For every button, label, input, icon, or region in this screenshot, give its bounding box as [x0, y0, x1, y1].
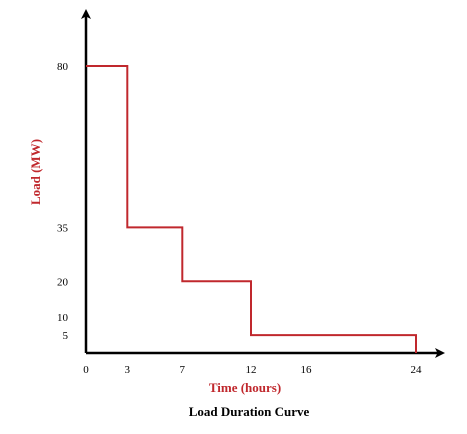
x-tick-label: 7: [180, 364, 186, 376]
x-tick-label: 3: [125, 364, 131, 376]
load-step-line: [86, 65, 417, 353]
y-tick-label: 10: [57, 312, 69, 324]
y-axis-title: Load (MW): [28, 139, 43, 205]
y-tick-label: 80: [57, 61, 69, 73]
x-tick-label: 16: [301, 364, 313, 376]
axes: [81, 9, 445, 358]
y-tick-label: 35: [57, 222, 69, 234]
x-axis-title: Time (hours): [209, 380, 281, 395]
y-tick-label: 5: [63, 330, 69, 342]
y-tick-label: 20: [57, 276, 69, 288]
x-tick-label: 0: [83, 364, 89, 376]
y-tick-labels: 5 10 20 35 80: [57, 61, 69, 342]
x-tick-labels: 0 3 7 12 16 24: [83, 364, 422, 376]
series-layer: [86, 65, 417, 353]
x-tick-label: 12: [246, 364, 257, 376]
chart-title: Load Duration Curve: [189, 404, 310, 419]
x-tick-label: 24: [411, 364, 423, 376]
